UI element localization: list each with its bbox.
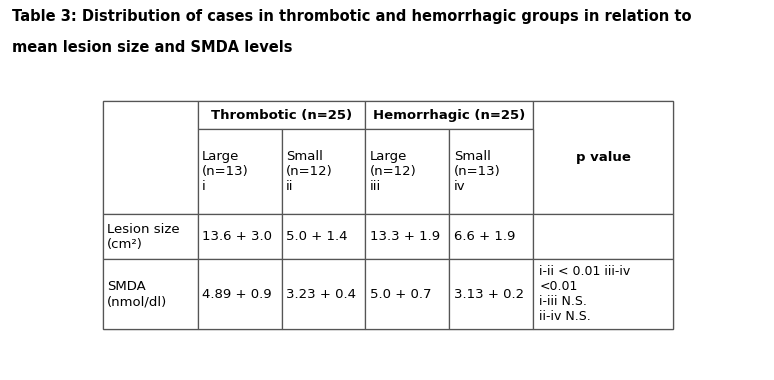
Text: Thrombotic (n=25): Thrombotic (n=25) (211, 109, 352, 122)
Bar (282, 259, 365, 329)
Bar (450, 129, 533, 214)
Bar (282, 129, 365, 214)
Bar (533, 259, 673, 329)
Text: mean lesion size and SMDA levels: mean lesion size and SMDA levels (12, 40, 292, 55)
Text: Small
(n=13)
iv: Small (n=13) iv (454, 150, 501, 193)
Bar (450, 259, 533, 329)
Text: SMDA
(nmol/dl): SMDA (nmol/dl) (107, 280, 167, 308)
Text: Large
(n=13)
i: Large (n=13) i (202, 150, 248, 193)
Bar (365, 101, 533, 129)
Bar (197, 101, 365, 129)
Bar (533, 101, 673, 214)
Text: 13.3 + 1.9: 13.3 + 1.9 (370, 230, 440, 243)
Bar (103, 259, 197, 329)
Bar (365, 129, 450, 214)
Text: 3.13 + 0.2: 3.13 + 0.2 (454, 288, 524, 301)
Text: p value: p value (576, 151, 631, 164)
Bar (282, 214, 365, 259)
Text: Small
(n=12)
ii: Small (n=12) ii (286, 150, 333, 193)
Bar (197, 259, 282, 329)
Bar (450, 214, 533, 259)
Bar (103, 101, 673, 329)
Bar (365, 214, 450, 259)
Text: Table 3: Distribution of cases in thrombotic and hemorrhagic groups in relation : Table 3: Distribution of cases in thromb… (12, 10, 691, 24)
Text: 3.23 + 0.4: 3.23 + 0.4 (286, 288, 356, 301)
Text: 4.89 + 0.9: 4.89 + 0.9 (202, 288, 272, 301)
Bar (197, 214, 282, 259)
Text: 6.6 + 1.9: 6.6 + 1.9 (454, 230, 515, 243)
Text: Lesion size
(cm²): Lesion size (cm²) (107, 223, 180, 250)
Text: i-ii < 0.01 iii-iv
<0.01
i-iii N.S.
ii-iv N.S.: i-ii < 0.01 iii-iv <0.01 i-iii N.S. ii-i… (539, 265, 631, 323)
Text: Large
(n=12)
iii: Large (n=12) iii (370, 150, 416, 193)
Bar (533, 214, 673, 259)
Text: 13.6 + 3.0: 13.6 + 3.0 (202, 230, 272, 243)
Text: Hemorrhagic (n=25): Hemorrhagic (n=25) (373, 109, 526, 122)
Bar (197, 129, 282, 214)
Bar (103, 101, 197, 214)
Text: 5.0 + 1.4: 5.0 + 1.4 (286, 230, 348, 243)
Bar (365, 259, 450, 329)
Text: 5.0 + 0.7: 5.0 + 0.7 (370, 288, 431, 301)
Bar (103, 214, 197, 259)
